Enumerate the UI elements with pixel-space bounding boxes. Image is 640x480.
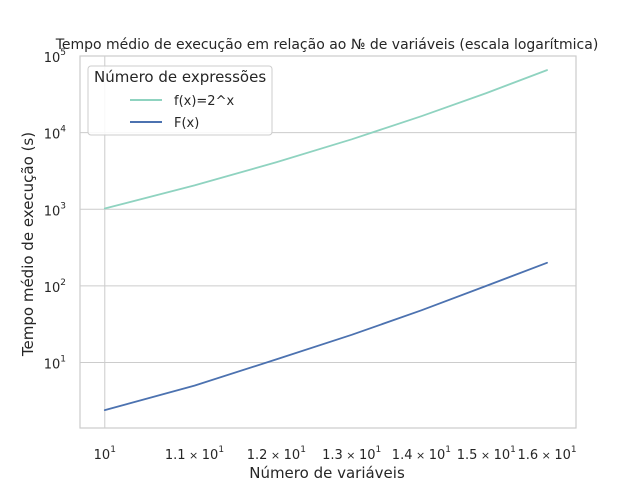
chart-title: Tempo médio de execução em relação ao № …	[55, 37, 599, 53]
legend-label: f(x)=2^x	[174, 94, 234, 109]
x-axis-label: Número de variáveis	[249, 464, 405, 480]
plot-area	[79, 55, 577, 429]
x-axis-ticks: 101 1.1 × 101 1.2 × 101 1.3 × 101 1.4 × 101 1…	[94, 445, 577, 463]
x-tick-label: 1.5 × 101	[457, 445, 516, 463]
y-tick-label: 105	[44, 48, 66, 66]
y-tick-label: 103	[44, 201, 66, 219]
series-line-1	[103, 261, 548, 412]
x-tick-label: 1.3 × 101	[322, 445, 381, 463]
x-tick-label: 101	[94, 445, 116, 463]
y-tick-label: 101	[44, 355, 66, 373]
y-axis-ticks: 101 102 103 104 105	[44, 48, 67, 373]
x-tick-label: 1.4 × 101	[392, 445, 451, 463]
legend-label: F(x)	[174, 116, 199, 131]
y-axis-label: Tempo médio de execução (s)	[19, 132, 37, 357]
y-tick-label: 102	[44, 278, 66, 296]
x-tick-label: 1.2 × 101	[247, 445, 306, 463]
legend-entries: f(x)=2^x F(x)	[130, 94, 234, 131]
series-line-0	[103, 69, 548, 210]
x-tick-label: 1.6 × 101	[517, 445, 576, 463]
legend: Número de expressões f(x)=2^x F(x)	[87, 65, 273, 136]
series-layer	[103, 69, 548, 412]
legend-box	[87, 65, 273, 136]
legend-title: Número de expressões	[94, 68, 266, 86]
y-tick-label: 104	[44, 125, 67, 143]
x-tick-label: 1.1 × 101	[165, 445, 224, 463]
